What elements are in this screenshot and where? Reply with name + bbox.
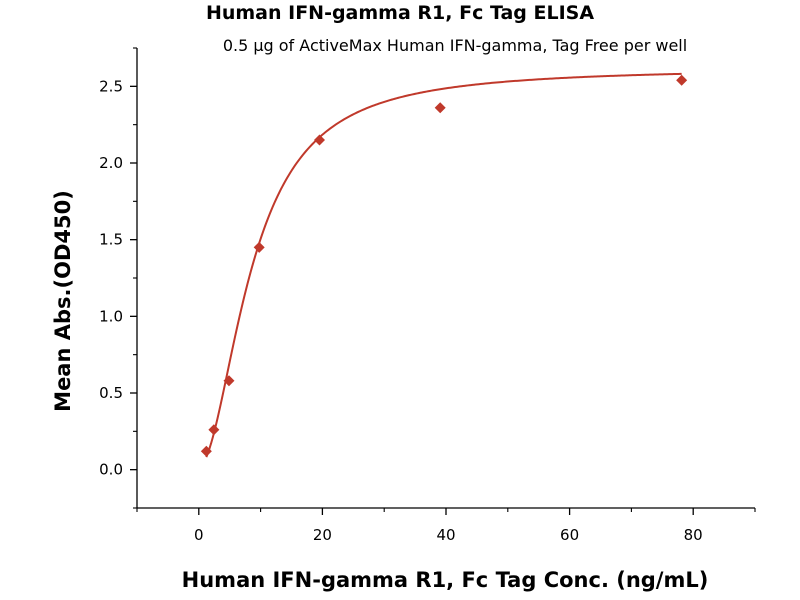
x-tick-label: 40 (436, 526, 455, 544)
y-tick-label: 0.0 (99, 461, 123, 479)
data-point (223, 375, 235, 387)
axes: 0.0 0.5 1.0 1.5 2.0 2.5 0 20 40 60 80 (99, 47, 756, 544)
x-tick-label: 0 (194, 526, 204, 544)
y-tick-label: 1.5 (99, 231, 123, 249)
y-tick-label: 1.0 (99, 307, 123, 325)
y-tick-label: 0.5 (99, 384, 123, 402)
data-point (208, 424, 220, 436)
data-point (676, 74, 688, 86)
data-point (253, 241, 265, 253)
fit-curve (205, 72, 682, 458)
fit-curve-layer (205, 72, 682, 458)
data-point (434, 102, 446, 114)
chart-title: Human IFN-gamma R1, Fc Tag ELISA (205, 2, 595, 24)
x-tick-label: 60 (560, 526, 579, 544)
chart-subtitle: 0.5 µg of ActiveMax Human IFN-gamma, Tag… (222, 36, 688, 55)
x-tick-label: 80 (684, 526, 703, 544)
data-points-layer (200, 74, 688, 457)
y-tick-label: 2.0 (99, 154, 123, 172)
data-point (200, 445, 212, 457)
x-tick-label: 20 (313, 526, 332, 544)
data-point (313, 134, 325, 146)
x-axis-label: Human IFN-gamma R1, Fc Tag Conc. (ng/mL) (181, 568, 709, 592)
y-tick-label: 2.5 (99, 77, 123, 95)
